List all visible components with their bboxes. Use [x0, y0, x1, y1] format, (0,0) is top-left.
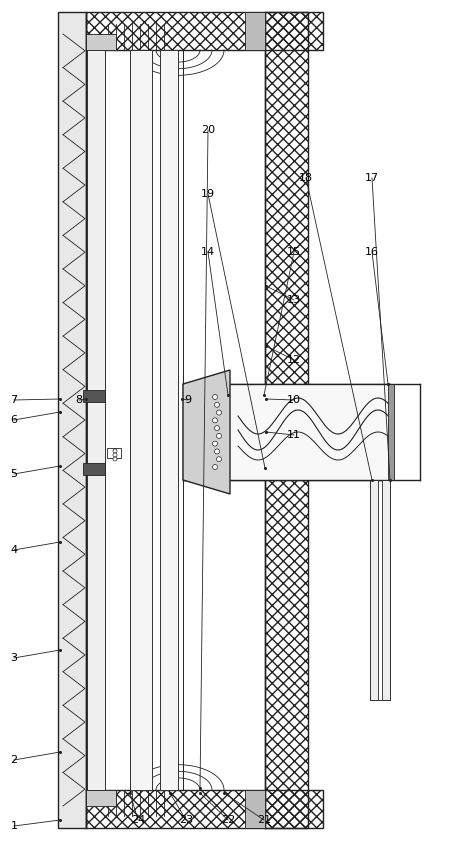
Text: 21: 21: [257, 815, 271, 825]
Circle shape: [215, 426, 220, 431]
Circle shape: [216, 457, 221, 462]
Circle shape: [212, 465, 217, 470]
Text: 3: 3: [10, 653, 18, 663]
Bar: [183, 384, 390, 480]
Text: 6: 6: [10, 415, 18, 425]
Bar: [86, 34, 116, 50]
Text: 22: 22: [221, 815, 235, 825]
Bar: [245, 12, 265, 50]
Bar: [265, 12, 308, 828]
Bar: [160, 50, 178, 790]
Bar: [382, 480, 390, 700]
Text: 12: 12: [287, 355, 301, 365]
Circle shape: [212, 441, 217, 446]
Text: 1: 1: [10, 821, 18, 831]
Text: 14: 14: [201, 247, 215, 257]
Bar: [83, 390, 105, 402]
Text: 4: 4: [10, 545, 18, 555]
Text: 2: 2: [10, 755, 18, 765]
Bar: [370, 480, 378, 700]
Polygon shape: [183, 370, 230, 494]
Circle shape: [216, 433, 221, 439]
Text: 20: 20: [201, 125, 215, 135]
Bar: [107, 448, 121, 458]
Text: 18: 18: [299, 173, 313, 183]
Text: 15: 15: [287, 247, 301, 257]
Text: 11: 11: [287, 430, 301, 440]
Text: 16: 16: [365, 247, 379, 257]
Text: 7: 7: [10, 395, 18, 405]
Bar: [86, 790, 116, 806]
Circle shape: [215, 402, 220, 407]
Text: 9: 9: [185, 395, 192, 405]
Bar: [245, 790, 265, 828]
Bar: [87, 50, 105, 790]
Circle shape: [216, 410, 221, 415]
Circle shape: [212, 418, 217, 423]
Bar: [58, 12, 86, 828]
Bar: [388, 384, 394, 480]
Circle shape: [113, 457, 117, 461]
Text: 17: 17: [365, 173, 379, 183]
Text: 10: 10: [287, 395, 301, 405]
Text: 19: 19: [201, 189, 215, 199]
Bar: [83, 463, 105, 475]
Text: 24: 24: [131, 815, 145, 825]
Text: 8: 8: [75, 395, 83, 405]
Circle shape: [215, 449, 220, 454]
Circle shape: [113, 449, 117, 453]
Text: 23: 23: [179, 815, 193, 825]
Bar: [86, 790, 323, 828]
Circle shape: [212, 394, 217, 400]
Text: 5: 5: [10, 469, 18, 479]
Circle shape: [113, 453, 117, 457]
Bar: [130, 50, 152, 790]
Bar: [86, 12, 323, 50]
Bar: [183, 50, 265, 790]
Text: 13: 13: [287, 295, 301, 305]
